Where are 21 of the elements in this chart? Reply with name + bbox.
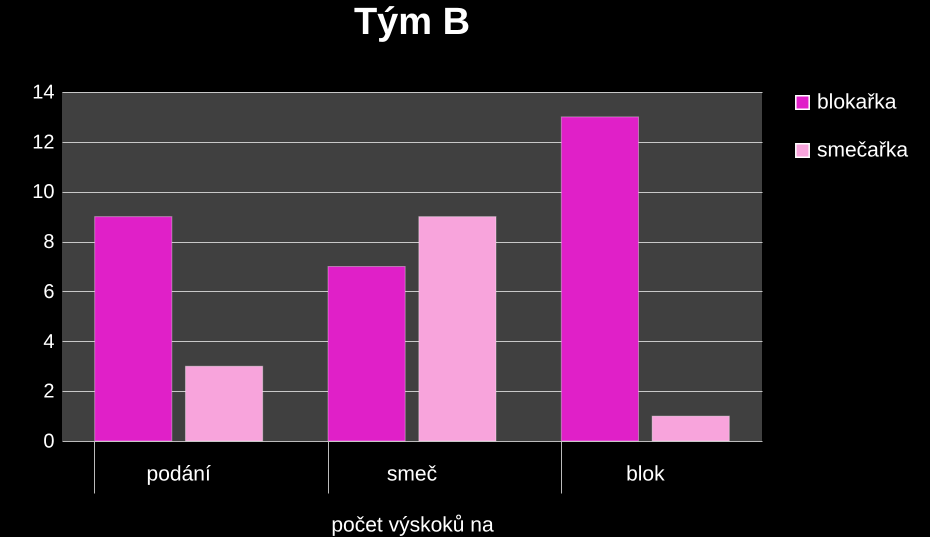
y-tick-label: 4 — [43, 330, 54, 353]
bar — [328, 266, 406, 442]
y-tick-label: 6 — [43, 280, 54, 303]
bar — [652, 416, 730, 442]
chart-title: Tým B — [354, 1, 470, 43]
y-tick-label: 0 — [43, 430, 54, 452]
y-tick-label: 10 — [32, 181, 54, 204]
y-tick-label: 8 — [43, 231, 54, 254]
x-tick-label: smeč — [386, 462, 438, 486]
y-tick-label: 14 — [32, 82, 54, 104]
bar — [94, 216, 172, 442]
y-tick-label: 2 — [43, 380, 54, 403]
x-axis-title: počet výskoků na — [331, 514, 494, 536]
bar — [184, 366, 264, 442]
y-tick-label: 12 — [32, 131, 54, 154]
bar — [418, 216, 496, 442]
x-tick-label: podání — [146, 462, 211, 486]
bar — [560, 116, 640, 442]
legend-label: smečařka — [817, 138, 908, 162]
legend-label: blokařka — [817, 90, 897, 114]
x-tick-label: blok — [626, 462, 666, 486]
